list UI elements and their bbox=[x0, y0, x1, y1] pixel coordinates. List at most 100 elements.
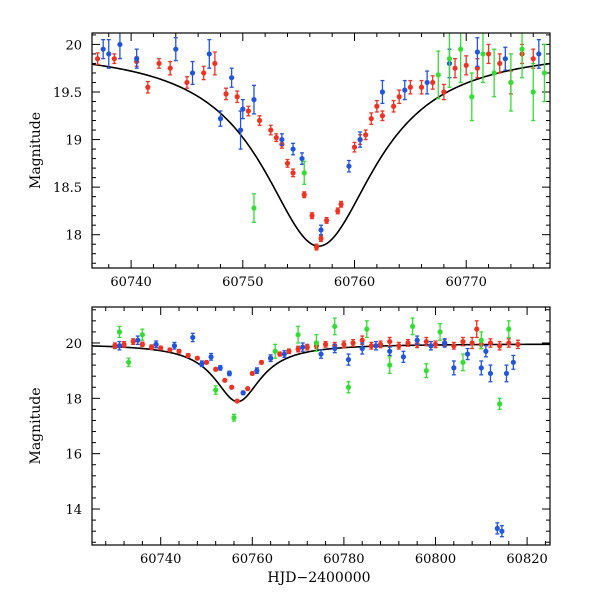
y-tick-label: 18.5 bbox=[53, 181, 82, 196]
y-tick-label: 18 bbox=[65, 392, 82, 407]
data-point bbox=[171, 341, 178, 350]
data-point bbox=[410, 317, 416, 336]
data-point bbox=[491, 48, 497, 98]
data-point bbox=[116, 340, 123, 351]
data-point bbox=[213, 366, 219, 372]
data-point bbox=[190, 332, 196, 343]
data-point bbox=[301, 160, 307, 185]
plot-frame bbox=[91, 306, 551, 546]
data-point bbox=[309, 212, 315, 220]
data-point bbox=[299, 152, 305, 165]
data-point bbox=[322, 340, 329, 348]
data-point bbox=[460, 353, 466, 372]
data-point bbox=[189, 60, 196, 86]
data-point bbox=[121, 340, 127, 348]
data-point bbox=[460, 336, 466, 347]
data-point bbox=[272, 343, 278, 359]
data-point bbox=[432, 340, 439, 349]
data-point bbox=[379, 110, 386, 122]
data-point bbox=[483, 345, 489, 358]
y-tick-label: 18 bbox=[65, 229, 82, 244]
data-point bbox=[430, 75, 436, 90]
data-point bbox=[194, 355, 200, 361]
data-point bbox=[226, 370, 232, 377]
x-tick-label: 60750 bbox=[222, 275, 263, 290]
data-point bbox=[452, 58, 458, 79]
y-tick-label: 16 bbox=[65, 448, 82, 463]
data-point bbox=[304, 343, 310, 351]
data-point bbox=[499, 524, 505, 538]
data-point bbox=[94, 52, 101, 66]
data-point bbox=[497, 53, 503, 74]
data-point bbox=[338, 200, 344, 208]
data-point bbox=[273, 133, 279, 143]
data-point bbox=[350, 339, 356, 347]
data-point bbox=[318, 235, 324, 243]
data-point bbox=[536, 39, 542, 69]
data-point bbox=[201, 65, 207, 81]
data-point bbox=[173, 37, 179, 62]
data-point bbox=[148, 344, 155, 350]
data-point bbox=[318, 224, 324, 236]
data-point bbox=[206, 39, 212, 69]
data-point bbox=[346, 159, 352, 173]
x-tick-label: 60800 bbox=[415, 552, 456, 567]
data-point bbox=[111, 53, 117, 65]
data-point bbox=[126, 357, 132, 368]
data-point bbox=[313, 243, 320, 251]
data-point bbox=[423, 336, 429, 347]
data-point bbox=[487, 338, 494, 348]
bottom-panel: 60740 60760 60780 60800 60820 14 16 18 20 Magnitu… bbox=[28, 306, 551, 567]
data-point bbox=[402, 79, 408, 101]
data-point bbox=[391, 99, 397, 113]
top-panel: 60740 60750 60760 60770 18 18.5 19 19.5 20 Magnit… bbox=[28, 32, 551, 290]
data-point bbox=[494, 522, 500, 535]
data-point bbox=[240, 390, 246, 396]
data-point bbox=[351, 141, 358, 153]
data-point bbox=[387, 336, 393, 347]
data-point bbox=[217, 110, 224, 127]
data-point bbox=[313, 334, 320, 352]
data-point bbox=[245, 386, 251, 392]
data-point bbox=[497, 340, 503, 351]
data-point bbox=[359, 342, 365, 355]
data-point bbox=[407, 79, 413, 95]
data-point bbox=[139, 328, 145, 341]
data-point bbox=[134, 48, 140, 69]
data-point bbox=[437, 322, 443, 341]
data-point bbox=[478, 331, 484, 350]
data-point bbox=[251, 193, 257, 223]
y-axis-label: Magnitude bbox=[28, 387, 44, 464]
data-point bbox=[387, 356, 393, 375]
y-tick-label: 20 bbox=[65, 38, 82, 53]
data-point bbox=[474, 320, 480, 339]
data-point bbox=[185, 352, 191, 359]
data-point bbox=[153, 340, 159, 349]
data-point bbox=[405, 339, 411, 347]
data-point bbox=[442, 338, 448, 348]
data-point bbox=[300, 342, 306, 352]
data-point bbox=[139, 341, 145, 348]
data-point bbox=[212, 51, 218, 76]
data-point bbox=[229, 384, 235, 390]
data-point bbox=[368, 341, 374, 350]
data-point bbox=[502, 46, 508, 71]
x-axis-label: HJD−2400000 bbox=[267, 570, 370, 586]
y-tick-label: 20 bbox=[65, 337, 82, 352]
data-point bbox=[217, 365, 223, 371]
x-tick-label: 60820 bbox=[506, 552, 547, 567]
data-point bbox=[458, 33, 464, 84]
data-point bbox=[478, 360, 484, 376]
data-point bbox=[158, 345, 164, 351]
data-point bbox=[379, 79, 386, 105]
data-point bbox=[377, 340, 384, 349]
data-point bbox=[249, 370, 255, 377]
data-point bbox=[485, 43, 492, 65]
data-point bbox=[234, 398, 240, 404]
x-tick-label: 60760 bbox=[334, 275, 375, 290]
data-point bbox=[203, 359, 210, 365]
data-point bbox=[290, 168, 296, 178]
data-point bbox=[256, 115, 263, 126]
data-point bbox=[229, 67, 235, 88]
data-point bbox=[368, 112, 374, 125]
